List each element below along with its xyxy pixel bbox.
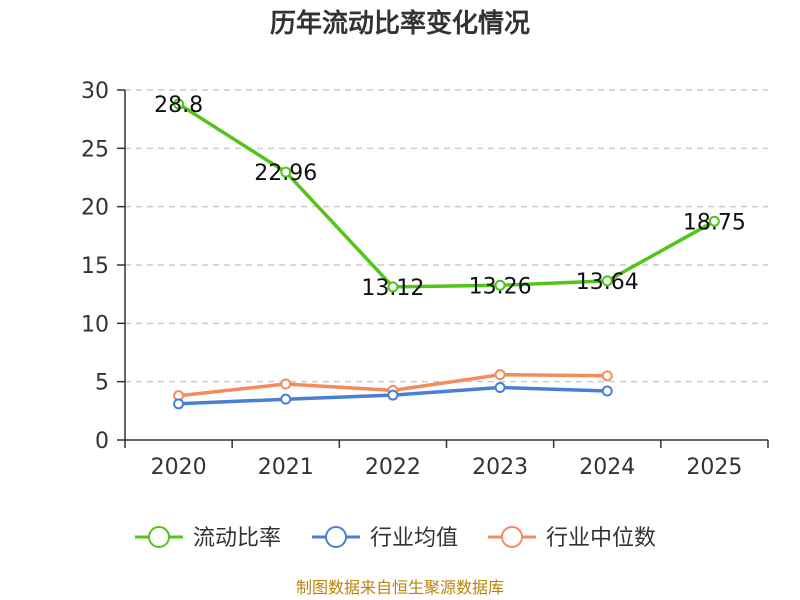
- data-labels: 28.8 22.96 13.12 13.26 13.64 18.75: [154, 93, 746, 301]
- data-point: [494, 279, 506, 291]
- legend-item[interactable]: 行业均值: [312, 526, 458, 551]
- y-tick-label: 30: [81, 79, 109, 104]
- y-tick-label: 15: [81, 254, 109, 279]
- legend: 流动比率 行业均值 行业中位数: [135, 526, 656, 551]
- x-tick-label: 2022: [365, 455, 421, 480]
- series-group: [173, 98, 720, 410]
- y-tick-label: 25: [81, 137, 109, 162]
- legend-marker: [501, 526, 523, 548]
- data-label: 13.64: [576, 270, 639, 295]
- data-point: [601, 385, 613, 397]
- data-point: [387, 281, 399, 293]
- chart-title: 历年流动比率变化情况: [270, 8, 530, 39]
- legend-marker: [148, 526, 170, 548]
- data-point: [173, 98, 185, 110]
- legend-label: 流动比率: [193, 526, 281, 551]
- data-point: [280, 378, 292, 390]
- data-label: 22.96: [254, 161, 317, 186]
- x-tick-label: 2023: [472, 455, 528, 480]
- x-tick-label: 2020: [151, 455, 207, 480]
- source-note: 制图数据来自恒生聚源数据库: [296, 578, 504, 597]
- legend-item[interactable]: 行业中位数: [488, 526, 656, 551]
- data-point: [387, 389, 399, 401]
- data-point: [280, 166, 292, 178]
- data-label: 28.8: [154, 93, 203, 118]
- grid: [125, 89, 768, 383]
- data-point: [601, 370, 613, 382]
- data-point: [173, 398, 185, 410]
- data-point: [494, 382, 506, 393]
- y-tick-label: 20: [81, 196, 109, 221]
- legend-label: 行业均值: [370, 526, 458, 551]
- data-point: [494, 369, 506, 381]
- x-tick-label: 2021: [258, 455, 314, 480]
- data-point: [280, 393, 292, 405]
- legend-marker: [325, 526, 347, 548]
- y-tick-label: 10: [81, 312, 109, 337]
- data-point: [708, 215, 720, 227]
- x-tick-label: 2024: [579, 455, 635, 480]
- legend-item[interactable]: 流动比率: [135, 526, 281, 551]
- x-tick-label: 2025: [686, 455, 742, 480]
- data-label: 13.12: [361, 276, 424, 301]
- y-tick-label: 5: [95, 371, 109, 396]
- data-label: 18.75: [683, 210, 746, 235]
- series-line-0: [177, 102, 716, 289]
- y-tick-label: 0: [95, 429, 109, 454]
- data-label: 13.26: [469, 274, 532, 299]
- legend-label: 行业中位数: [546, 526, 656, 551]
- data-point: [601, 275, 613, 287]
